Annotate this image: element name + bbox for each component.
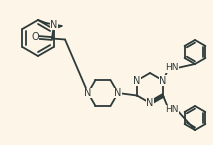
Text: O: O	[31, 32, 39, 42]
Text: N: N	[133, 76, 141, 86]
Text: N: N	[50, 19, 58, 29]
Text: N: N	[146, 98, 154, 108]
Text: N: N	[114, 88, 122, 98]
Text: N: N	[84, 88, 92, 98]
Text: HN: HN	[165, 64, 179, 72]
Text: HN: HN	[165, 106, 179, 115]
Text: N: N	[159, 76, 167, 86]
